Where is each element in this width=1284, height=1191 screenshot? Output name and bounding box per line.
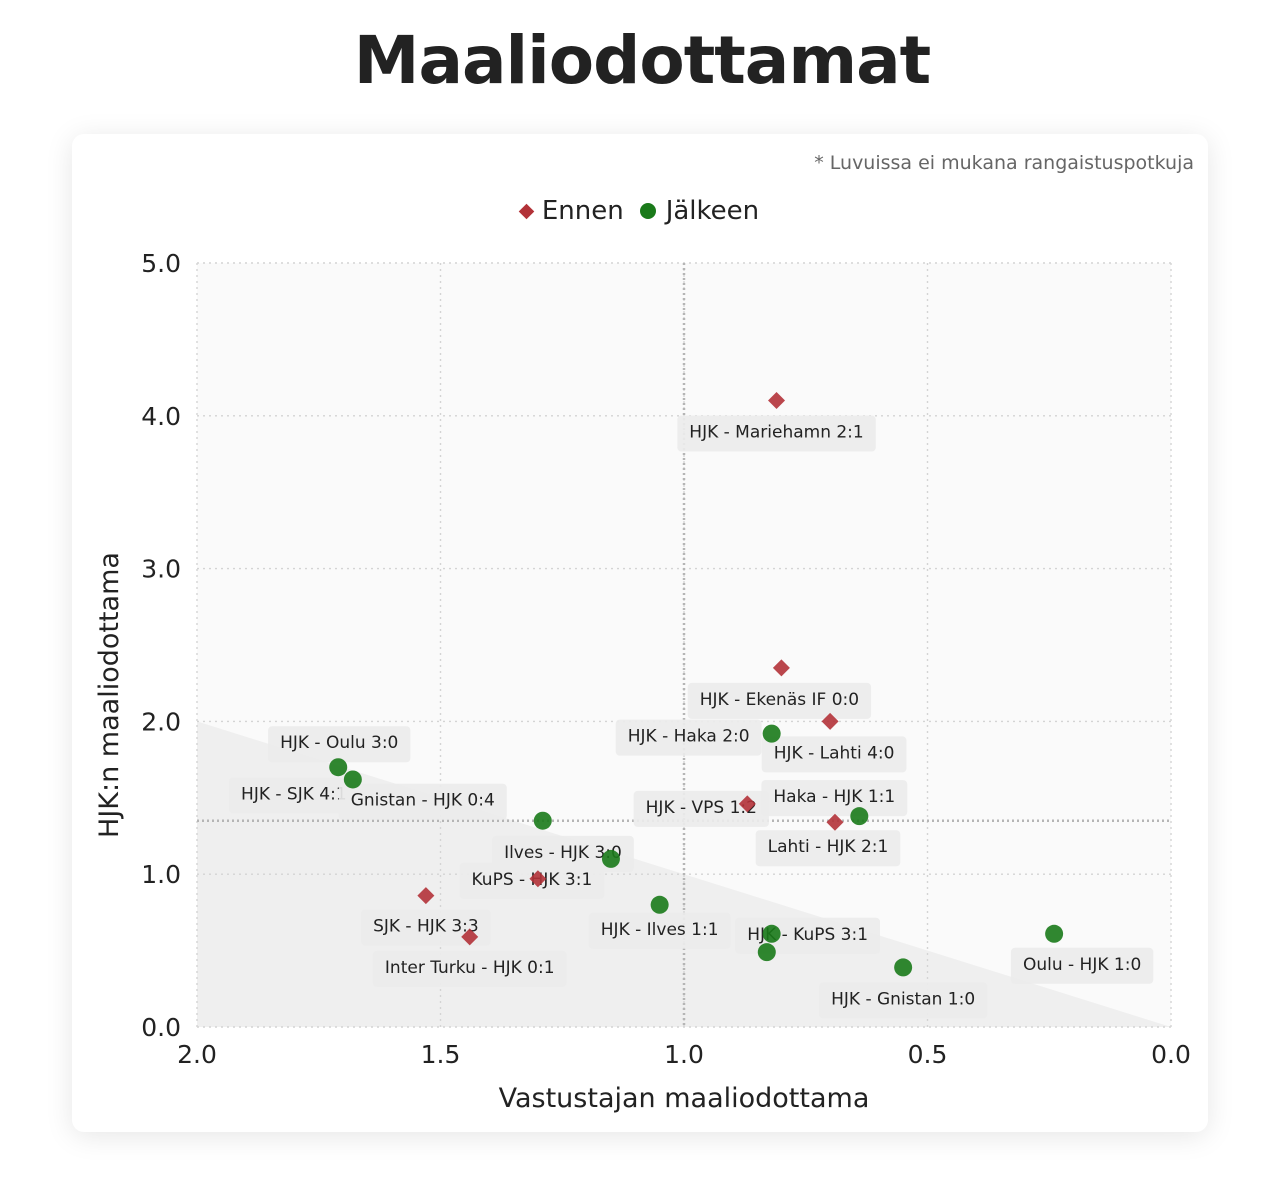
x-tick-label: 0.0 xyxy=(1151,1040,1191,1069)
data-point-after xyxy=(762,924,781,943)
point-label: HJK - Ekenäs IF 0:0 xyxy=(700,690,859,710)
data-point-after xyxy=(762,724,781,743)
point-label-bg xyxy=(361,909,491,946)
legend-label-before: Ennen xyxy=(541,196,624,226)
point-label: HJK - SJK 4:1 xyxy=(241,784,347,804)
point-label-bg xyxy=(755,830,901,867)
x-axis-label: Vastustajan maaliodottama xyxy=(499,1083,870,1114)
point-markers xyxy=(329,392,1064,977)
legend-label-after: Jälkeen xyxy=(665,196,760,226)
x-tick-label: 1.5 xyxy=(421,1040,461,1069)
point-labels: HJK - Mariehamn 2:1 HJK - Ekenäs IF 0:0 HJ… xyxy=(229,415,1154,1019)
y-tick-label: 3.0 xyxy=(141,555,181,584)
point-label-bg xyxy=(761,736,907,773)
data-point-before xyxy=(772,659,790,677)
y-tick-label: 5.0 xyxy=(141,249,181,278)
point-label: SJK - HJK 3:3 xyxy=(373,917,479,937)
data-point-before xyxy=(417,887,435,905)
point-label-bg xyxy=(761,780,908,817)
point-label: Inter Turku - HJK 0:1 xyxy=(385,958,555,978)
point-label-bg xyxy=(588,912,731,949)
point-label-bg xyxy=(677,415,876,452)
data-point-before xyxy=(461,928,479,946)
x-tick-label: 1.0 xyxy=(664,1040,704,1069)
legend-item-before[interactable]: Ennen xyxy=(518,196,624,226)
data-point-after xyxy=(894,958,913,977)
data-point-before xyxy=(529,870,547,888)
point-label-bg xyxy=(615,719,762,756)
data-point-before xyxy=(821,712,839,730)
legend-item-after[interactable]: Jälkeen xyxy=(639,196,760,226)
point-label: HJK - Lahti 4:0 xyxy=(774,743,895,763)
point-label: HJK - VPS 1:2 xyxy=(646,798,757,818)
data-point-after xyxy=(650,895,669,914)
y-tick-label: 0.0 xyxy=(141,1013,181,1042)
legend: Ennen Jälkeen xyxy=(72,196,1208,226)
point-label-bg xyxy=(492,835,634,872)
point-label-bg xyxy=(229,777,359,814)
y-axis-label: HJK:n maaliodottama xyxy=(94,552,125,838)
point-label: Oulu - HJK 1:0 xyxy=(1023,955,1141,975)
point-label-bg xyxy=(338,783,507,820)
point-label-bg xyxy=(268,726,411,763)
point-label: HJK - Oulu 3:0 xyxy=(280,733,398,753)
circle-icon xyxy=(639,203,656,219)
point-label-bg xyxy=(1010,947,1154,984)
point-label-bg xyxy=(819,982,988,1019)
data-point-after xyxy=(1045,924,1064,943)
point-label: Ilves - HJK 3:0 xyxy=(504,843,622,863)
point-label: Gnistan - HJK 0:4 xyxy=(351,791,495,811)
point-label: HJK - Mariehamn 2:1 xyxy=(689,423,863,443)
data-point-after xyxy=(757,943,776,962)
footnote: * Luvuissa ei mukana rangaistuspotkuja xyxy=(814,152,1194,174)
point-label: HJK - Ilves 1:1 xyxy=(601,920,719,940)
x-tick-label: 0.5 xyxy=(908,1040,948,1069)
point-label: Lahti - HJK 2:1 xyxy=(768,837,889,857)
y-tick-label: 1.0 xyxy=(141,860,181,889)
page-title: Maaliodottamat xyxy=(353,22,931,99)
data-point-after xyxy=(601,849,620,868)
point-label-bg xyxy=(687,682,872,719)
point-label-bg xyxy=(372,950,567,987)
data-point-before xyxy=(738,795,756,813)
point-label: HJK - Gnistan 1:0 xyxy=(831,989,975,1009)
x-tick-label: 2.0 xyxy=(177,1040,217,1069)
y-tick-label: 4.0 xyxy=(141,402,181,431)
data-point-after xyxy=(533,811,552,830)
data-point-after xyxy=(850,807,869,826)
data-point-before xyxy=(826,813,844,831)
point-label: HJK - Haka 2:0 xyxy=(628,727,750,747)
y-tick-label: 2.0 xyxy=(141,707,181,736)
point-label: Haka - HJK 1:1 xyxy=(773,787,895,807)
data-point-before xyxy=(768,392,786,410)
point-label-bg xyxy=(633,790,769,827)
data-point-after xyxy=(329,758,348,777)
data-point-after xyxy=(343,770,362,789)
